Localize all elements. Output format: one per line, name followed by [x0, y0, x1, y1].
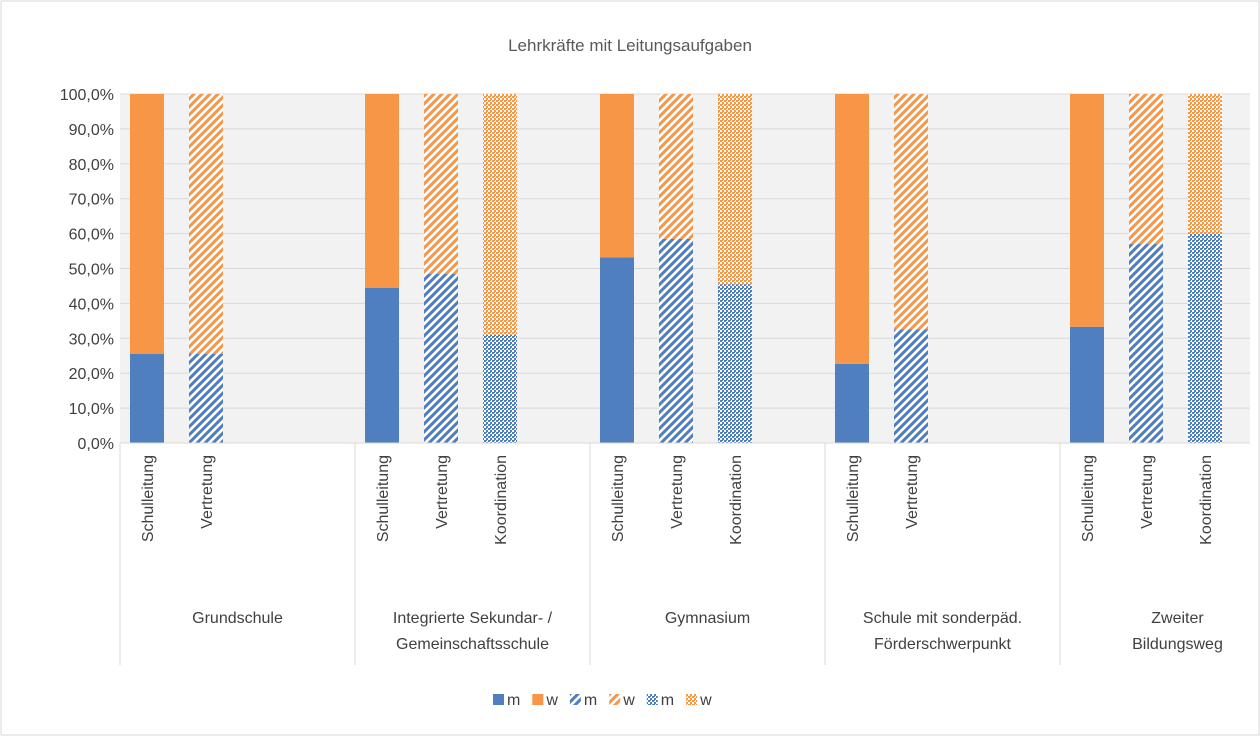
legend-swatch: [493, 694, 504, 705]
bar-segment: [365, 94, 399, 288]
bar-segment: [1129, 94, 1163, 245]
bar-segment: [1129, 244, 1163, 443]
bar-segment: [894, 329, 928, 443]
bar-segment: [835, 363, 869, 443]
bar-segment: [424, 94, 458, 274]
bar-segment: [130, 354, 164, 443]
y-tick-label: 70,0%: [69, 192, 114, 209]
group-label: Bildungsweg: [1132, 636, 1223, 653]
group-label: Zweiter: [1151, 610, 1204, 627]
x-tick-label: Koordination: [728, 455, 745, 545]
y-tick-label: 20,0%: [69, 366, 114, 383]
legend-label: m: [584, 692, 597, 709]
y-tick-label: 80,0%: [69, 157, 114, 174]
x-tick-label: Schulleitung: [1080, 455, 1097, 542]
bar-segment: [483, 334, 517, 443]
legend-swatch: [532, 694, 544, 705]
legend-swatch: [686, 694, 698, 705]
y-tick-label: 100,0%: [60, 87, 114, 104]
bar-segment: [659, 94, 693, 239]
y-tick-label: 10,0%: [69, 401, 114, 418]
group-label: Schule mit sonderpäd.: [863, 610, 1022, 627]
bar-segment: [1188, 94, 1222, 234]
bar-segment: [189, 354, 223, 443]
bar-segment: [1188, 233, 1222, 443]
x-tick-label: Schulleitung: [375, 455, 392, 542]
group-label: Integrierte Sekundar- /: [393, 610, 553, 627]
y-tick-label: 40,0%: [69, 296, 114, 313]
legend-label: m: [661, 692, 674, 709]
group-label: Gemeinschaftsschule: [396, 636, 549, 653]
x-tick-label: Schulleitung: [140, 455, 157, 542]
bar-segment: [130, 94, 164, 355]
y-tick-label: 30,0%: [69, 331, 114, 348]
legend-swatch: [569, 694, 581, 705]
legend-swatch: [609, 694, 621, 705]
legend-label: w: [699, 692, 712, 709]
x-tick-label: Vertretung: [1139, 455, 1156, 529]
legend-label: m: [507, 692, 520, 709]
bar-segment: [600, 94, 634, 258]
bar-segment: [483, 94, 517, 335]
y-tick-label: 60,0%: [69, 227, 114, 244]
group-label: Grundschule: [192, 610, 283, 627]
group-label: Gymnasium: [665, 610, 750, 627]
x-tick-label: Koordination: [493, 455, 510, 545]
bar-segment: [835, 94, 869, 364]
x-tick-label: Vertretung: [904, 455, 921, 529]
bar-segment: [718, 94, 752, 285]
x-tick-label: Vertretung: [434, 455, 451, 529]
x-tick-label: Koordination: [1198, 455, 1215, 545]
bar-segment: [365, 287, 399, 443]
y-tick-label: 50,0%: [69, 262, 114, 279]
x-tick-label: Schulleitung: [845, 455, 862, 542]
x-tick-label: Vertretung: [199, 455, 216, 529]
bar-segment: [189, 94, 223, 355]
legend-label: w: [622, 692, 635, 709]
bar-segment: [1070, 94, 1104, 327]
bar-segment: [1070, 326, 1104, 443]
bar-segment: [894, 94, 928, 330]
bar-segment: [659, 238, 693, 443]
group-label: Förderschwerpunkt: [874, 636, 1012, 653]
bar-segment: [718, 284, 752, 443]
x-tick-label: Schulleitung: [610, 455, 627, 542]
legend-swatch: [646, 694, 658, 705]
bar-segment: [600, 257, 634, 443]
chart-title: Lehrkräfte mit Leitungsaufgaben: [508, 36, 752, 55]
y-tick-label: 0,0%: [78, 436, 114, 453]
y-tick-label: 90,0%: [69, 122, 114, 139]
bar-segment: [424, 273, 458, 443]
x-tick-label: Vertretung: [669, 455, 686, 529]
legend-label: w: [545, 692, 558, 709]
